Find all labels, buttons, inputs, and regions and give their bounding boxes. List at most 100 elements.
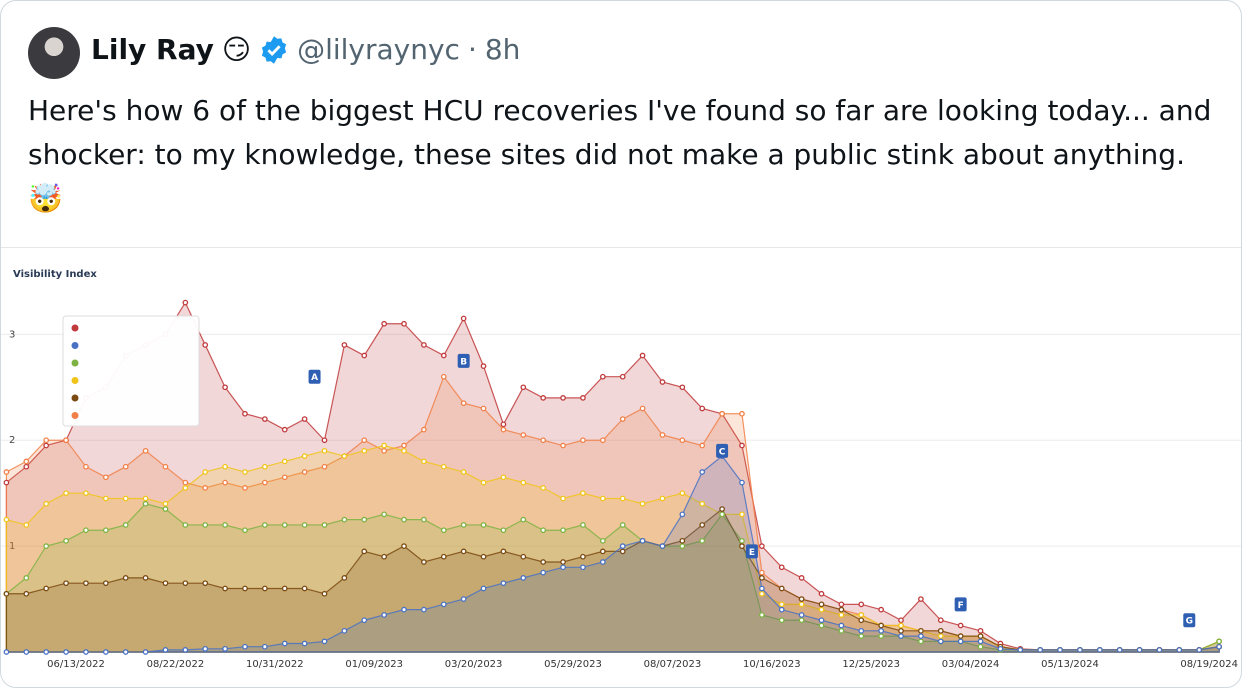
data-point: [321, 437, 328, 444]
data-point: [301, 640, 308, 647]
data-point: [102, 527, 109, 534]
avatar[interactable]: [28, 27, 80, 79]
data-point: [122, 495, 129, 502]
data-point: [759, 543, 765, 549]
tweet-header: Lily Ray 😏 @lilyraynyc · 8h: [91, 33, 520, 66]
data-point: [838, 627, 845, 634]
data-point: [63, 437, 69, 444]
data-point: [957, 622, 964, 629]
data-point: [778, 564, 785, 571]
data-point: [162, 506, 169, 512]
data-point: [580, 564, 586, 571]
data-point: [421, 516, 427, 523]
data-point: [142, 575, 149, 581]
data-point: [520, 575, 527, 581]
data-point: [262, 585, 268, 592]
event-label: C: [719, 447, 726, 457]
data-point: [281, 640, 288, 647]
event-marker: [745, 544, 758, 559]
data-point: [122, 463, 129, 470]
data-point: [699, 522, 706, 528]
event-label: A: [311, 373, 318, 383]
data-point: [500, 548, 507, 555]
data-point: [142, 495, 149, 502]
data-point: [361, 617, 368, 624]
event-label: F: [958, 601, 964, 611]
data-point: [480, 522, 487, 528]
chart[interactable]: Visibility Index 1 2 3 06/13/2022 08/22/2022…: [1, 247, 1241, 674]
legend-dot: [71, 342, 79, 349]
handle[interactable]: @lilyraynyc: [297, 33, 460, 66]
data-point: [361, 447, 368, 454]
data-point: [182, 647, 189, 653]
data-point: [341, 575, 348, 581]
data-point: [778, 617, 785, 624]
data-point: [759, 569, 765, 576]
event-marker: [457, 353, 470, 368]
x-tick-label: 08/07/2023: [644, 659, 702, 670]
data-point: [1057, 647, 1063, 653]
data-point: [719, 511, 725, 518]
data-point: [480, 405, 487, 412]
data-point: [381, 612, 387, 618]
data-point: [898, 622, 904, 629]
data-point: [858, 617, 865, 624]
data-point: [739, 543, 745, 549]
data-point: [361, 437, 368, 444]
data-point: [937, 617, 944, 624]
data-point: [679, 437, 686, 444]
event-label: E: [749, 548, 755, 558]
data-point: [381, 553, 387, 560]
data-point: [460, 522, 467, 528]
legend-dot: [71, 412, 79, 419]
data-point: [3, 516, 10, 523]
data-point: [798, 575, 805, 581]
data-point: [937, 638, 944, 645]
data-point: [997, 645, 1004, 652]
data-point: [421, 606, 427, 613]
data-point: [500, 421, 507, 428]
data-point: [560, 495, 566, 502]
x-tick-label: 05/13/2024: [1041, 659, 1099, 670]
data-point: [83, 527, 89, 534]
data-point: [699, 537, 706, 544]
data-point: [321, 447, 328, 454]
data-point: [43, 437, 50, 444]
event-marker: [954, 597, 967, 612]
data-point: [421, 458, 427, 465]
data-point: [560, 395, 566, 401]
data-point: [898, 617, 904, 624]
data-point: [281, 458, 288, 465]
data-point: [63, 649, 69, 655]
x-tick-label: 01/09/2023: [345, 659, 403, 670]
data-point: [639, 537, 646, 544]
data-point: [739, 442, 745, 449]
event-marker: [308, 369, 321, 384]
data-point: [540, 485, 547, 491]
data-point: [440, 463, 447, 470]
data-point: [202, 522, 209, 528]
data-point: [818, 617, 825, 624]
data-point: [500, 580, 507, 587]
timestamp[interactable]: 8h: [484, 33, 521, 66]
data-point: [341, 627, 348, 634]
data-point: [401, 447, 407, 454]
data-point: [122, 522, 129, 528]
data-point: [699, 405, 706, 412]
data-point: [381, 447, 387, 454]
data-point: [182, 485, 189, 491]
data-point: [202, 645, 209, 652]
data-point: [460, 548, 467, 555]
data-point: [500, 426, 507, 433]
data-point: [43, 649, 50, 655]
data-point: [858, 612, 865, 618]
event-label: B: [460, 357, 467, 367]
data-point: [242, 585, 248, 592]
data-point: [1216, 643, 1222, 650]
author-name[interactable]: Lily Ray: [91, 33, 214, 66]
chart-title: Visibility Index: [13, 269, 97, 280]
data-point: [401, 442, 407, 449]
data-point: [301, 453, 308, 459]
data-point: [540, 437, 547, 444]
